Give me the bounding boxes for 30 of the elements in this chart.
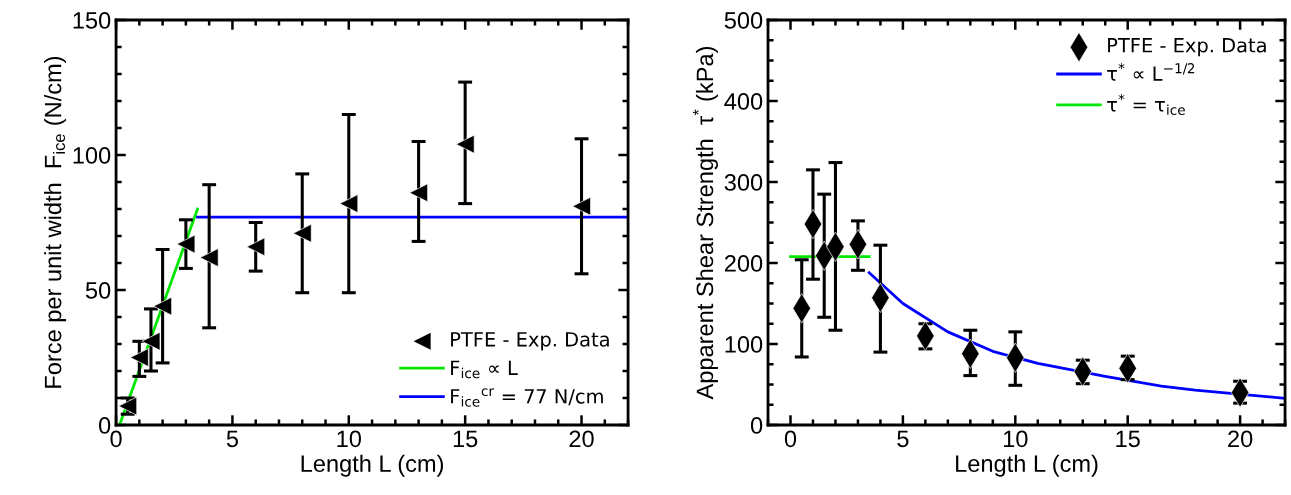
x-tick-label: 20 xyxy=(569,430,594,448)
legend-label: τ$^{*}$ ∝ L$^{−1/2}$ xyxy=(1107,63,1195,81)
y-tick-label: 100 xyxy=(725,336,763,353)
legend-label: F$_{ice}$$^{cr}$ = 77 N/cm xyxy=(451,388,603,407)
x-tick-label: 10 xyxy=(337,430,361,448)
x-axis-title: Length L (cm) xyxy=(956,454,1098,477)
x-axis-title: Length L (cm) xyxy=(301,454,443,477)
x-tick-label: 10 xyxy=(1003,430,1028,448)
x-tick-label: 5 xyxy=(226,430,238,448)
y-tick-label: 200 xyxy=(724,255,763,272)
y-tick-label: 0 xyxy=(98,417,111,434)
y-tick-label: 50 xyxy=(85,282,111,299)
y-tick-label: 500 xyxy=(724,12,763,29)
legend-label: F$_{ice}$ ∝ L xyxy=(451,360,518,379)
x-tick-label: 0 xyxy=(784,430,797,448)
y-tick-label: 150 xyxy=(73,12,111,29)
x-tick-label: 20 xyxy=(1228,430,1253,448)
legend-label: PTFE - Exp. Data xyxy=(451,332,609,351)
y-tick-label: 300 xyxy=(724,174,763,191)
x-tick-label: 0 xyxy=(110,430,122,448)
y-tick-label: 400 xyxy=(724,93,763,110)
legend-label: PTFE - Exp. Data xyxy=(1108,38,1266,57)
y-axis-title: Force per unit width F$_{ice}$ (N/cm) xyxy=(44,56,67,388)
y-axis-title: Apparent Shear Strength τ$^{*}$ (kPa) xyxy=(692,47,718,400)
y-tick-label: 0 xyxy=(750,417,763,434)
x-tick-label: 5 xyxy=(897,430,909,448)
y-tick-label: 100 xyxy=(73,147,111,164)
legend-label: τ$^{*}$ = τ$_{ice}$ xyxy=(1107,94,1185,115)
x-tick-label: 15 xyxy=(1116,430,1140,448)
x-tick-label: 15 xyxy=(453,430,478,448)
